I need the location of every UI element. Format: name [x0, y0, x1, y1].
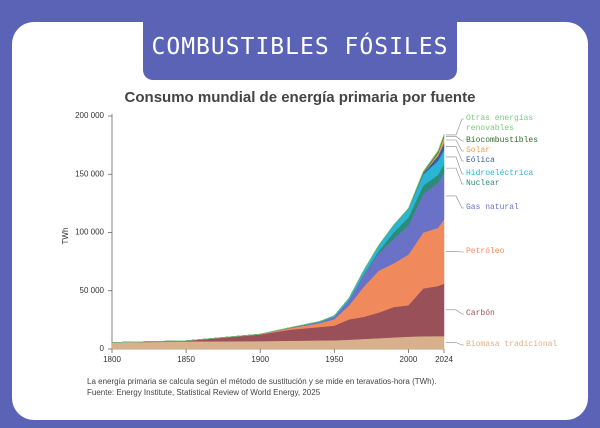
note: Fuente: Energy Institute, Statistical Re… [87, 388, 321, 397]
legend-label: Biomasa tradicional [466, 340, 558, 349]
legend-label: Eólica [466, 156, 495, 165]
x-tick-label: 1900 [251, 355, 269, 364]
header: COMBUSTIBLES FÓSILES [143, 14, 457, 80]
y-tick-label: 100 000 [75, 228, 104, 237]
leader-line [446, 309, 464, 315]
legend-label: Hidroeléctrica [466, 169, 534, 178]
leader-line [446, 167, 464, 185]
leader-line [446, 139, 464, 152]
y-tick-label: 0 [100, 344, 105, 353]
x-tick-label: 1850 [177, 355, 195, 364]
area [111, 134, 445, 343]
x-tick-label: 1950 [325, 355, 343, 364]
leader-line [446, 118, 464, 136]
x-tick-label: 2024 [435, 355, 453, 364]
leader-line [446, 146, 464, 162]
legend-label: Biocombustibles [466, 136, 539, 145]
note: La energía primaria se calcula según el … [87, 377, 437, 386]
y-tick-label: 150 000 [75, 169, 104, 178]
y-axis-label: TWh [61, 228, 70, 245]
legend-label: Gas natural [466, 203, 519, 212]
leader-line [446, 195, 464, 209]
x-tick-label: 2000 [400, 355, 418, 364]
card [12, 22, 588, 420]
legend-label: Carbón [466, 309, 495, 318]
y-tick-label: 200 000 [75, 111, 104, 120]
x-tick-label: 1800 [103, 355, 121, 364]
legend-label: Solar [466, 146, 491, 155]
legend-label: Otras energías renovables [466, 114, 534, 133]
legend-label: Petróleo [466, 247, 505, 256]
y-tick-label: 50 000 [80, 286, 105, 295]
leader-line [446, 136, 464, 142]
chart-title: Consumo mundial de energía primaria por … [125, 89, 476, 106]
leader-line [446, 342, 464, 346]
leader-line [446, 156, 464, 175]
legend-label: Nuclear [466, 179, 500, 188]
